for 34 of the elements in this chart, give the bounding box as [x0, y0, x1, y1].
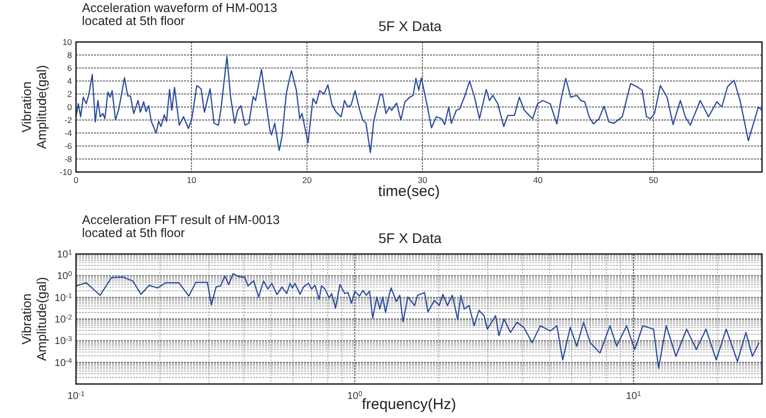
y-tick-label: 10$^{-4}$: [54, 357, 72, 369]
y-tick-label: 8: [67, 50, 72, 60]
y-tick-label: 10: [62, 36, 72, 47]
x-axis-title: time(sec): [378, 183, 440, 200]
x-tick-label: 30: [418, 175, 428, 185]
y-tick-label: 10$^{1}$: [56, 249, 72, 260]
y-tick-label: -2: [64, 114, 72, 125]
y-tick-label: 10$^{-3}$: [54, 336, 72, 348]
y-tick-label: 10$^{-1}$: [54, 292, 72, 304]
x-tick-label: 0: [74, 175, 79, 185]
y-tick-label: -6: [64, 140, 72, 151]
y-tick-label: 6: [67, 62, 72, 73]
y-tick-label: 4: [67, 76, 72, 86]
y-tick-label: -8: [64, 154, 72, 164]
x-tick-label: 40: [533, 175, 543, 185]
chart-subtitle: Acceleration FFT result of HM-0013 located at 5th floor: [82, 213, 280, 240]
y-tick-label: 2: [67, 88, 72, 99]
chart-title: 5F X Data: [378, 230, 442, 246]
x-tick-label: 50: [648, 175, 658, 185]
x-axis-title: frequency(Hz): [362, 396, 456, 413]
chart-title: 5F X Data: [378, 18, 442, 34]
y-tick-label: 0: [67, 102, 72, 112]
x-tick-label: 20: [302, 175, 312, 185]
y-tick-label: 10$^{-2}$: [54, 314, 72, 326]
y-axis-title: Vibration Amplitude(gal): [19, 65, 49, 149]
line-series: [75, 56, 763, 154]
x-tick-label: 10: [186, 175, 196, 185]
y-tick-label: -4: [64, 128, 72, 138]
y-tick-label: 10$^{0}$: [56, 270, 72, 282]
x-tick-label: 10$^{1}$: [626, 390, 642, 402]
x-tick-label: 10$^{0}$: [347, 390, 362, 402]
y-tick-label: -10: [60, 166, 72, 177]
chart-subtitle: Acceleration waveform of HM-0013 located at 5th floor: [82, 1, 278, 28]
y-axis-title: Vibration Amplitude(gal): [19, 277, 49, 361]
